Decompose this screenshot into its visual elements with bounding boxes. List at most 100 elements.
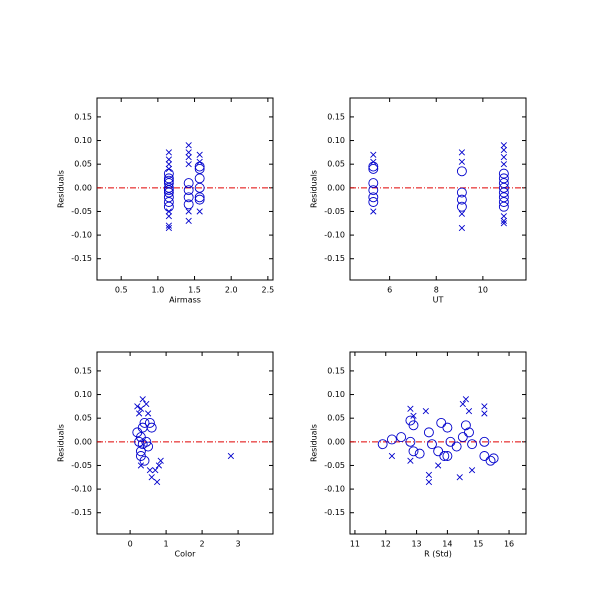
x-tick-label: 2.5 bbox=[261, 286, 274, 295]
plot-frame bbox=[96, 351, 274, 535]
cross-point bbox=[165, 224, 172, 232]
x-axis-label: Airmass bbox=[169, 296, 201, 305]
circle-point bbox=[456, 194, 467, 205]
cross-point bbox=[196, 151, 203, 158]
cross-point bbox=[139, 396, 146, 403]
circle-point bbox=[498, 192, 509, 203]
cross-point bbox=[458, 149, 466, 156]
cross-point bbox=[370, 158, 377, 165]
circle-point bbox=[368, 185, 379, 196]
y-tick-label: 0.10 bbox=[74, 390, 92, 399]
y-tick-label: -0.10 bbox=[71, 485, 92, 494]
circle-point bbox=[479, 451, 490, 461]
circle-point bbox=[183, 185, 194, 196]
circle-point bbox=[485, 455, 496, 466]
cross-point bbox=[165, 156, 172, 163]
cross-point bbox=[157, 457, 164, 464]
x-tick-label: 1 bbox=[164, 540, 169, 549]
cross-point bbox=[165, 222, 172, 229]
circle-point bbox=[451, 441, 462, 452]
cross-point bbox=[185, 161, 192, 168]
y-tick-label: -0.15 bbox=[324, 508, 345, 517]
cross-point bbox=[458, 158, 466, 165]
x-axis-label: Color bbox=[175, 550, 197, 559]
y-tick-label: 0.05 bbox=[327, 160, 345, 169]
circle-point bbox=[414, 448, 425, 459]
circle-point bbox=[194, 194, 205, 205]
y-tick-label: -0.05 bbox=[71, 461, 92, 470]
circle-point bbox=[423, 427, 434, 438]
cross-point bbox=[148, 474, 155, 481]
y-tick-label: 0.00 bbox=[327, 183, 345, 192]
cross-point bbox=[462, 396, 470, 403]
circle-point bbox=[368, 197, 379, 207]
circle-point bbox=[439, 451, 450, 461]
y-tick-label: 0.10 bbox=[327, 136, 345, 145]
circle-point bbox=[163, 173, 174, 184]
cross-point bbox=[137, 405, 145, 412]
y-tick-label: 0.15 bbox=[327, 112, 345, 121]
circle-point bbox=[163, 197, 174, 207]
circle-point bbox=[442, 451, 453, 461]
y-tick-label: 0.10 bbox=[74, 136, 92, 145]
circle-point bbox=[498, 201, 509, 212]
circle-point bbox=[194, 163, 205, 174]
circle-point bbox=[498, 182, 509, 193]
cross-point bbox=[137, 462, 145, 469]
y-tick-label: -0.05 bbox=[324, 461, 345, 470]
circle-point bbox=[135, 432, 146, 443]
circle-point bbox=[457, 432, 468, 443]
x-tick-label: 2 bbox=[200, 540, 205, 549]
plot-frame bbox=[349, 351, 527, 535]
circle-point bbox=[498, 178, 509, 189]
circle-point bbox=[194, 182, 205, 193]
circle-point bbox=[433, 446, 444, 457]
x-tick-label: 6 bbox=[387, 286, 392, 295]
circle-point bbox=[408, 420, 419, 431]
circle-point bbox=[460, 420, 471, 431]
circle-point bbox=[183, 178, 194, 189]
cross-point bbox=[227, 452, 235, 460]
cross-point bbox=[134, 403, 141, 410]
y-tick-label: -0.15 bbox=[324, 254, 345, 263]
y-tick-label: -0.10 bbox=[324, 231, 345, 240]
cross-point bbox=[500, 142, 507, 149]
circle-point bbox=[183, 192, 194, 203]
circle-point bbox=[368, 161, 379, 172]
circle-point bbox=[386, 434, 397, 445]
y-tick-label: 0.05 bbox=[327, 414, 345, 423]
cross-point bbox=[370, 208, 377, 215]
y-tick-label: 0.05 bbox=[74, 414, 92, 423]
circle-point bbox=[368, 163, 379, 174]
cross-point bbox=[425, 478, 433, 486]
circle-point bbox=[139, 455, 150, 466]
circle-point bbox=[442, 422, 453, 433]
cross-point bbox=[185, 149, 192, 156]
circle-point bbox=[143, 441, 154, 452]
x-tick-label: 13 bbox=[411, 540, 421, 549]
circle-point bbox=[183, 199, 194, 210]
circle-point bbox=[194, 161, 205, 172]
cross-point bbox=[165, 165, 172, 173]
x-tick-label: 11 bbox=[350, 540, 360, 549]
circle-point bbox=[163, 187, 174, 198]
x-tick-label: 3 bbox=[236, 540, 241, 549]
circle-point bbox=[163, 182, 174, 193]
cross-point bbox=[500, 213, 507, 220]
plot-frame bbox=[349, 97, 527, 281]
circle-point bbox=[163, 175, 174, 186]
cross-point bbox=[155, 462, 163, 469]
y-tick-label: -0.10 bbox=[324, 485, 345, 494]
cross-point bbox=[468, 467, 476, 474]
y-tick-label: 0.10 bbox=[327, 390, 345, 399]
y-tick-label: 0.00 bbox=[74, 437, 92, 446]
circle-point bbox=[456, 201, 467, 212]
cross-point bbox=[196, 208, 203, 215]
circle-point bbox=[163, 192, 174, 203]
x-tick-label: 2.0 bbox=[225, 286, 238, 295]
circle-point bbox=[488, 453, 499, 464]
circle-point bbox=[498, 197, 509, 207]
cross-point bbox=[500, 146, 507, 154]
cross-point bbox=[458, 210, 466, 217]
